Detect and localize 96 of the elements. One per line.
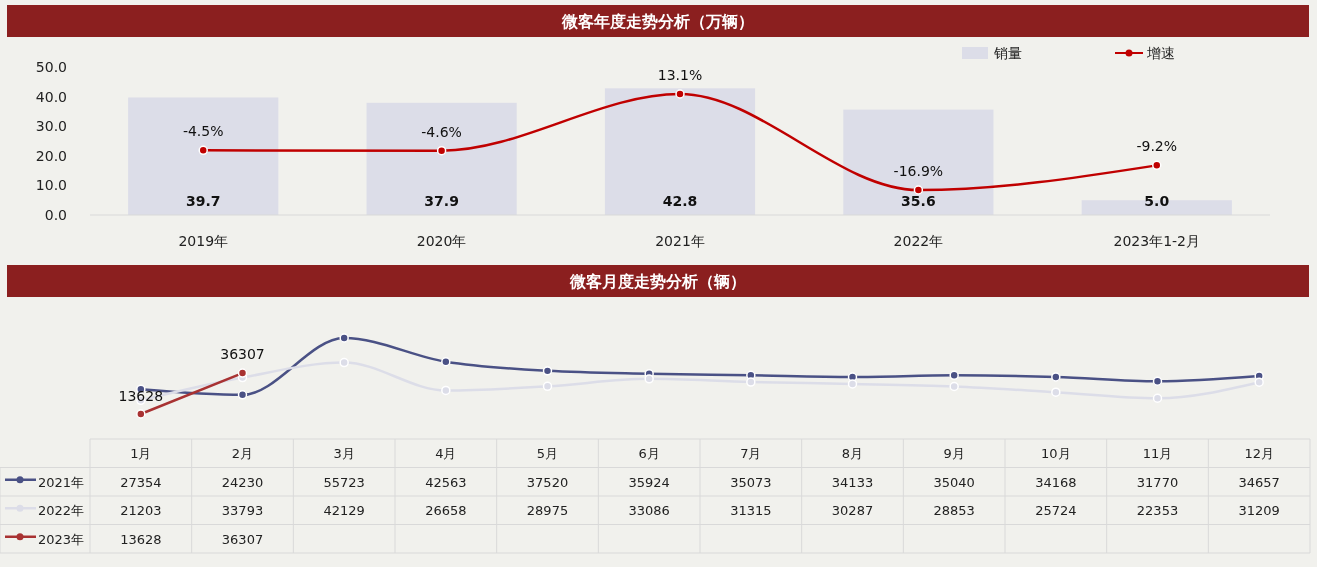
data-label: 26658 <box>425 503 467 518</box>
data-label: 33086 <box>628 503 670 518</box>
point <box>1152 160 1162 171</box>
point <box>644 374 654 384</box>
data-label: 33793 <box>221 503 264 518</box>
point <box>746 377 756 387</box>
data-label: 35040 <box>933 474 975 490</box>
x-tick-label: 8月 <box>841 446 864 461</box>
data-label: 35073 <box>730 474 772 490</box>
point <box>441 385 451 396</box>
data-label: -4.5% <box>182 123 224 140</box>
point <box>949 381 959 392</box>
x-tick-label: 5月 <box>536 446 559 461</box>
data-label: 36307 <box>221 531 264 547</box>
point <box>339 357 349 368</box>
x-tick-label: 2022年 <box>893 233 944 249</box>
x-tick-label: 2023年1-2月 <box>1113 233 1201 249</box>
data-label: 34133 <box>831 474 874 490</box>
data-label: 24230 <box>221 474 264 490</box>
data-label: 13628 <box>120 531 162 547</box>
data-label: 25724 <box>1035 503 1077 518</box>
y-tick-label: 40.0 <box>35 88 67 105</box>
y-tick-label: 30.0 <box>35 118 67 135</box>
point <box>542 381 553 392</box>
legend-label: 2023年 <box>38 531 85 547</box>
data-label: 37.9 <box>424 193 459 209</box>
data-label: 31770 <box>1136 474 1179 490</box>
x-tick-label: 2021年 <box>655 233 705 249</box>
legend-label: 增速 <box>1146 45 1175 61</box>
data-label: -16.9% <box>893 163 944 179</box>
point <box>339 333 349 343</box>
point <box>441 357 451 367</box>
point <box>847 379 858 389</box>
text: 36307 <box>220 346 265 363</box>
data-label: 39.7 <box>185 193 221 209</box>
data-label: 21203 <box>120 503 162 518</box>
data-label: 42129 <box>323 503 365 518</box>
point <box>136 409 146 419</box>
data-label: 55723 <box>323 474 365 490</box>
x-tick-label: 2020年 <box>416 233 467 249</box>
data-label: 13.1% <box>657 67 703 83</box>
data-label: 31209 <box>1238 503 1280 518</box>
data-label: 27354 <box>120 474 162 490</box>
y-tick-label: 50.0 <box>35 58 67 75</box>
point <box>1152 376 1163 386</box>
data-label: 37520 <box>526 474 569 490</box>
x-tick-label: 10月 <box>1041 446 1071 461</box>
x-tick-label: 3月 <box>333 446 355 461</box>
x-tick-label: 6月 <box>638 446 660 461</box>
data-label: 31315 <box>730 503 772 518</box>
point <box>542 366 553 376</box>
legend-label: 2021年 <box>38 474 85 490</box>
point <box>1051 387 1061 397</box>
data-label: 35.6 <box>901 193 936 209</box>
y-tick-label: 10.0 <box>35 177 67 194</box>
point <box>198 145 208 156</box>
bar <box>843 109 994 215</box>
point <box>949 370 959 381</box>
legend-label: 2022年 <box>38 503 85 518</box>
point <box>237 368 248 378</box>
point <box>913 185 924 195</box>
data-label: 28853 <box>933 503 975 518</box>
point <box>436 145 447 156</box>
x-tick-label: 11月 <box>1142 446 1173 461</box>
data-label: -4.6% <box>421 123 462 140</box>
x-tick-label: 7月 <box>740 446 762 461</box>
point <box>1152 393 1163 403</box>
x-tick-label: 2019年 <box>178 233 229 249</box>
data-label: 34168 <box>1035 474 1077 490</box>
data-label: 22353 <box>1136 503 1179 518</box>
legend-label: 销量 <box>993 45 1022 61</box>
data-label: 30287 <box>831 503 874 518</box>
point <box>1051 372 1061 382</box>
data-label: 5.0 <box>1144 193 1170 209</box>
data-label: 34657 <box>1238 474 1280 490</box>
data-label: 28975 <box>526 503 569 518</box>
x-tick-label: 9月 <box>943 446 965 461</box>
text: 13628 <box>118 388 164 404</box>
chart-title: 微客年度走势分析（万辆） <box>561 12 754 31</box>
y-tick-label: 20.0 <box>35 147 67 164</box>
x-tick-label: 2月 <box>231 446 254 461</box>
x-tick-label: 4月 <box>435 446 457 461</box>
y-tick-label: 0.0 <box>44 206 67 223</box>
data-label: -9.2% <box>1136 138 1178 155</box>
data-label: 42563 <box>425 474 467 490</box>
bar <box>128 97 279 215</box>
point <box>237 390 248 400</box>
point <box>1254 377 1264 387</box>
bar <box>366 102 517 215</box>
point <box>675 89 685 99</box>
data-label: 42.8 <box>662 193 698 209</box>
x-tick-label: 1月 <box>130 446 152 461</box>
bar <box>604 88 756 215</box>
x-tick-label: 12月 <box>1244 446 1274 461</box>
data-label: 35924 <box>628 474 670 490</box>
chart-title: 微客月度走势分析（辆） <box>569 272 746 291</box>
